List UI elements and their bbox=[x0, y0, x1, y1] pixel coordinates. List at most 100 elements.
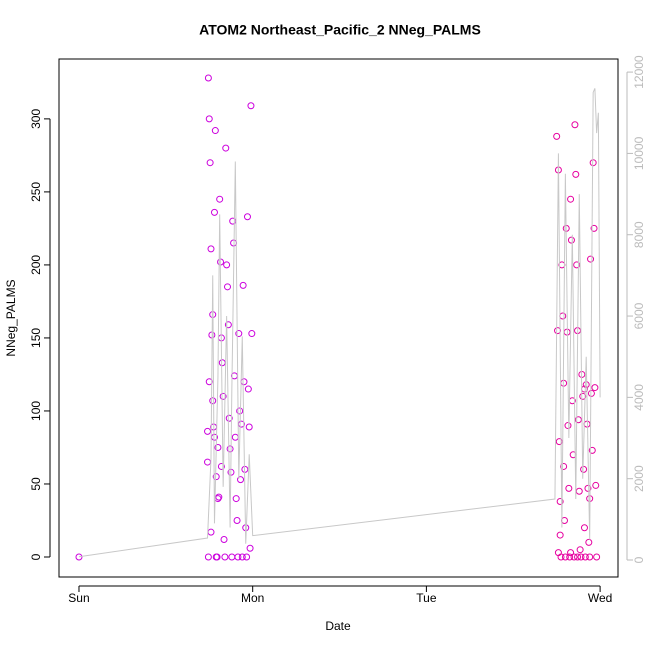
point bbox=[215, 493, 223, 501]
y2-tick-label: 0 bbox=[632, 556, 646, 563]
y2-tick-label: 12000 bbox=[632, 55, 646, 89]
point bbox=[580, 465, 588, 473]
point bbox=[219, 392, 227, 400]
point bbox=[246, 544, 254, 552]
point bbox=[589, 159, 597, 167]
point bbox=[566, 553, 574, 561]
point bbox=[567, 195, 575, 203]
point bbox=[567, 549, 575, 557]
y2-tick-label: 6000 bbox=[632, 302, 646, 329]
point bbox=[206, 159, 214, 167]
y-tick-label: 200 bbox=[29, 255, 43, 275]
point bbox=[209, 397, 217, 405]
y2-tick-label: 4000 bbox=[632, 384, 646, 411]
point bbox=[237, 476, 245, 484]
x-tick-label: Mon bbox=[241, 591, 264, 605]
point bbox=[205, 378, 213, 386]
point bbox=[216, 195, 224, 203]
point bbox=[565, 484, 573, 492]
point bbox=[204, 553, 212, 561]
point bbox=[207, 245, 215, 253]
point bbox=[564, 422, 572, 430]
point bbox=[590, 224, 598, 232]
point bbox=[554, 549, 562, 557]
point bbox=[228, 553, 236, 561]
point bbox=[574, 416, 582, 424]
plot-frame bbox=[58, 58, 619, 578]
point bbox=[217, 462, 225, 470]
y2-tick-label: 2000 bbox=[632, 465, 646, 492]
point bbox=[579, 392, 587, 400]
point bbox=[231, 433, 239, 441]
point bbox=[204, 74, 212, 82]
point bbox=[243, 553, 251, 561]
point bbox=[212, 553, 220, 561]
point bbox=[247, 102, 255, 110]
y-tick-label: 0 bbox=[29, 553, 43, 560]
point bbox=[581, 553, 589, 561]
point bbox=[586, 553, 594, 561]
point bbox=[204, 427, 212, 435]
point bbox=[211, 127, 219, 135]
point bbox=[593, 553, 601, 561]
point bbox=[239, 281, 247, 289]
point bbox=[575, 487, 583, 495]
point bbox=[238, 553, 246, 561]
point bbox=[234, 553, 242, 561]
x-axis-label: Date bbox=[325, 619, 351, 633]
point bbox=[232, 495, 240, 503]
point bbox=[214, 443, 222, 451]
x-tick-label: Tue bbox=[416, 591, 437, 605]
point bbox=[210, 208, 218, 216]
point bbox=[248, 330, 256, 338]
point bbox=[553, 132, 561, 140]
point bbox=[240, 378, 248, 386]
x-tick-label: Sun bbox=[68, 591, 89, 605]
point bbox=[574, 553, 582, 561]
y-tick-label: 300 bbox=[29, 109, 43, 129]
point bbox=[587, 389, 595, 397]
x-tick-label: Wed bbox=[588, 591, 612, 605]
point bbox=[588, 446, 596, 454]
point bbox=[577, 553, 585, 561]
point bbox=[584, 484, 592, 492]
point bbox=[220, 535, 228, 543]
point bbox=[585, 538, 593, 546]
point bbox=[576, 546, 584, 554]
point bbox=[561, 553, 569, 561]
y2-tick-label: 10000 bbox=[632, 136, 646, 170]
point bbox=[236, 407, 244, 415]
point bbox=[225, 414, 233, 422]
point bbox=[245, 423, 253, 431]
y-tick-label: 50 bbox=[29, 477, 43, 491]
y-tick-label: 150 bbox=[29, 328, 43, 348]
y2-tick-label: 8000 bbox=[632, 221, 646, 248]
point bbox=[559, 312, 567, 320]
point bbox=[556, 531, 564, 539]
point bbox=[572, 170, 580, 178]
y-axis-label: NNeg_PALMS bbox=[4, 279, 18, 356]
point bbox=[205, 115, 213, 123]
point bbox=[212, 473, 220, 481]
y-tick-label: 100 bbox=[29, 401, 43, 421]
point bbox=[207, 528, 215, 536]
point bbox=[222, 144, 230, 152]
point bbox=[75, 553, 83, 561]
point bbox=[218, 359, 226, 367]
point bbox=[204, 458, 212, 466]
point bbox=[556, 497, 564, 505]
point bbox=[571, 121, 579, 129]
point bbox=[243, 213, 251, 221]
point bbox=[244, 385, 252, 393]
point bbox=[587, 255, 595, 263]
y-tick-label: 250 bbox=[29, 182, 43, 202]
line bbox=[78, 88, 601, 558]
chart-title: ATOM2 Northeast_Pacific_2 NNeg_PALMS bbox=[199, 22, 481, 38]
point bbox=[570, 553, 578, 561]
point bbox=[224, 321, 232, 329]
point bbox=[223, 283, 231, 291]
point bbox=[592, 481, 600, 489]
point bbox=[221, 553, 229, 561]
point bbox=[591, 384, 599, 392]
